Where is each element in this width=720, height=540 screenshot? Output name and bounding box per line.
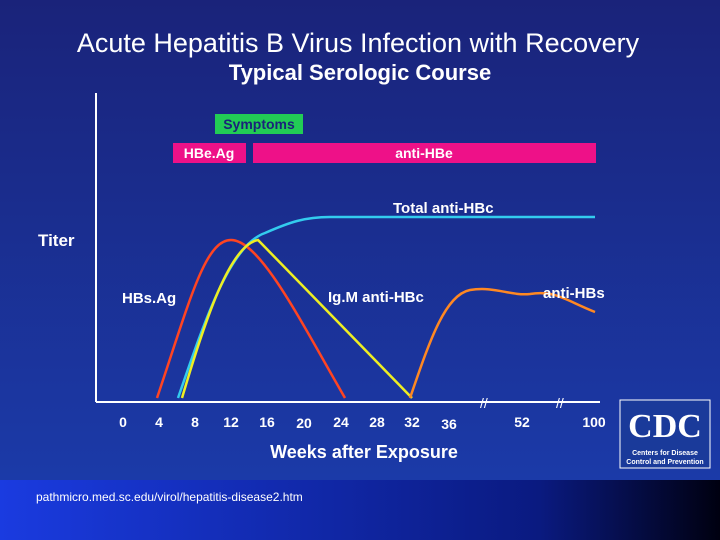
- anti-hbs-curve: [408, 287, 596, 399]
- title: Acute Hepatitis B Virus Infection with R…: [77, 28, 640, 58]
- axis-break: //: [480, 395, 488, 411]
- x-tick-label: 24: [333, 414, 349, 430]
- x-ticks: 0 4 8 12 16 20 24 28 32 36 52 100: [119, 414, 606, 432]
- total-anti-hbc-curve: [176, 215, 595, 399]
- x-tick-label: 12: [223, 414, 239, 430]
- x-tick-label: 4: [155, 414, 163, 430]
- x-tick-label: 16: [259, 414, 275, 430]
- symptoms-label: Symptoms: [223, 116, 295, 132]
- x-tick-label: 8: [191, 414, 199, 430]
- igm-anti-hbc-curve: [180, 238, 413, 399]
- x-tick-label: 0: [119, 414, 127, 430]
- logo-name: CDC: [628, 408, 702, 445]
- x-tick-label: 20: [296, 415, 312, 431]
- x-tick-label: 28: [369, 414, 385, 430]
- x-label: Weeks after Exposure: [270, 442, 458, 462]
- hbsag-curve: [155, 238, 347, 399]
- y-label: Titer: [38, 231, 75, 250]
- x-tick-label: 36: [441, 416, 457, 432]
- background: [0, 0, 720, 480]
- symptoms-bar: [215, 114, 303, 134]
- hbeag-bar: [173, 143, 246, 163]
- logo-caption: Centers for Disease: [632, 450, 698, 457]
- x-tick-label: 52: [514, 414, 530, 430]
- curve-label: anti-HBs: [543, 285, 605, 302]
- x-tick-label: 32: [404, 414, 420, 430]
- logo-caption: Control and Prevention: [626, 459, 703, 466]
- anti-hbe-bar: [253, 143, 596, 163]
- logo: [619, 399, 711, 469]
- footer-band: [0, 480, 720, 540]
- curve-label: HBs.Ag: [122, 290, 176, 307]
- hbeag-label: HBe.Ag: [184, 145, 235, 161]
- curve-label: Ig.M anti-HBc: [328, 289, 424, 306]
- x-tick-label: 100: [582, 414, 606, 430]
- curve-label: Total anti-HBc: [393, 200, 494, 217]
- source: pathmicro.med.sc.edu/virol/hepatitis-dis…: [36, 490, 303, 504]
- subtitle: Typical Serologic Course: [229, 60, 491, 85]
- anti-hbe-label: anti-HBe: [395, 145, 453, 161]
- axis-break: //: [556, 395, 564, 411]
